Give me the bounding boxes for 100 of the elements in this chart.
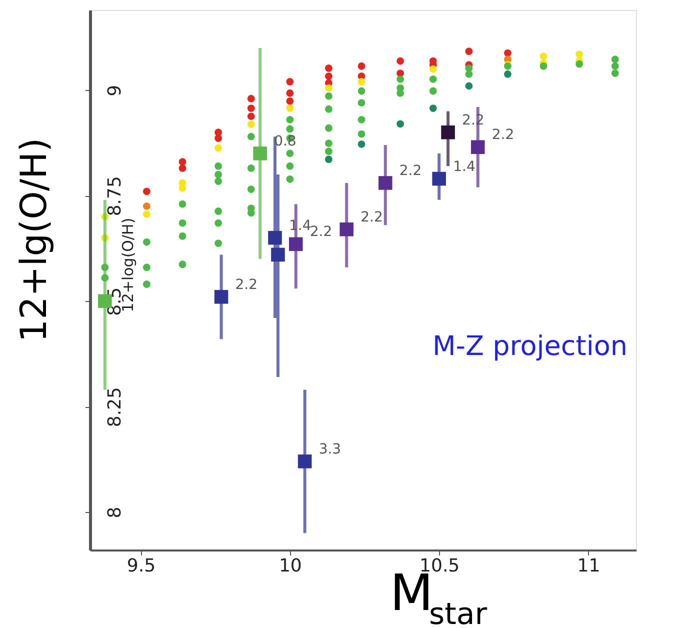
point (396, 120, 404, 128)
annotation: 1.4 (453, 158, 476, 175)
point (429, 104, 437, 112)
point (358, 140, 366, 148)
point (214, 170, 222, 178)
point (540, 52, 548, 60)
point (178, 219, 186, 227)
point (286, 125, 294, 133)
point (286, 89, 294, 97)
point (396, 57, 404, 65)
annotation: 2.2 (310, 224, 332, 240)
point (247, 164, 255, 172)
point (247, 104, 255, 112)
y-tick-label: 9 (104, 84, 126, 96)
annotation: 3.3 (318, 441, 342, 458)
y-tick-label: 8 (104, 506, 126, 518)
point (358, 99, 366, 107)
point (576, 60, 584, 68)
point (429, 87, 437, 95)
point (214, 219, 222, 227)
point (465, 82, 473, 90)
point (178, 164, 186, 172)
point (396, 75, 404, 83)
point (214, 134, 222, 142)
point (576, 50, 584, 58)
point (324, 140, 332, 148)
x-tick-label: 10 (278, 556, 302, 576)
point (178, 184, 186, 192)
point (286, 116, 294, 124)
point (286, 104, 294, 112)
x-tick-label: 9.5 (126, 556, 156, 576)
point (286, 97, 294, 105)
point (324, 105, 332, 113)
point (429, 75, 437, 83)
point (324, 124, 332, 132)
point (142, 280, 150, 288)
point (142, 238, 150, 246)
point (358, 130, 366, 138)
point (247, 94, 255, 102)
point (271, 248, 285, 262)
y-tick-label: 8.25 (104, 387, 126, 428)
point (465, 70, 473, 78)
point (324, 84, 332, 92)
annotation: M-Z projection (432, 331, 628, 362)
point (358, 78, 366, 86)
point (286, 175, 294, 183)
point (340, 222, 354, 236)
point (247, 120, 255, 128)
point (378, 176, 392, 190)
point (214, 178, 222, 185)
y-axis-title: 12+lg(O/H) (14, 138, 55, 342)
point (470, 140, 485, 154)
point (142, 188, 150, 196)
point (611, 62, 619, 70)
point (286, 162, 294, 170)
point (441, 125, 455, 140)
point (214, 162, 222, 170)
point (298, 454, 312, 468)
point (253, 146, 267, 160)
point (178, 232, 186, 240)
point (324, 64, 332, 72)
point (358, 87, 366, 95)
point (247, 112, 255, 120)
point (432, 172, 446, 186)
point (324, 72, 332, 80)
point (504, 49, 512, 57)
point (611, 70, 619, 77)
x-tick-label: 11 (577, 556, 600, 576)
point (465, 48, 473, 56)
point (324, 92, 332, 100)
point (142, 210, 150, 218)
point (324, 148, 332, 156)
point (178, 200, 186, 208)
point (178, 158, 186, 166)
point (358, 62, 366, 70)
point (504, 70, 512, 78)
point (142, 202, 150, 210)
point (288, 237, 303, 252)
point (247, 209, 255, 217)
annotation: 2.2 (399, 162, 422, 179)
point (214, 144, 222, 152)
y-tick-label: 8.75 (104, 176, 126, 216)
annotation: 2.2 (235, 276, 258, 293)
point (286, 78, 294, 86)
point (214, 208, 222, 215)
point (611, 56, 619, 64)
point (247, 186, 255, 193)
point (178, 260, 186, 268)
point (286, 150, 294, 158)
point (247, 132, 255, 140)
point (324, 156, 332, 164)
annotation: 2.2 (360, 209, 383, 226)
point (429, 65, 437, 73)
point (358, 116, 366, 124)
point (540, 62, 548, 70)
point (214, 240, 222, 247)
annotation: 2.2 (492, 127, 514, 144)
point (268, 230, 282, 245)
point (214, 290, 228, 304)
point (142, 264, 150, 272)
